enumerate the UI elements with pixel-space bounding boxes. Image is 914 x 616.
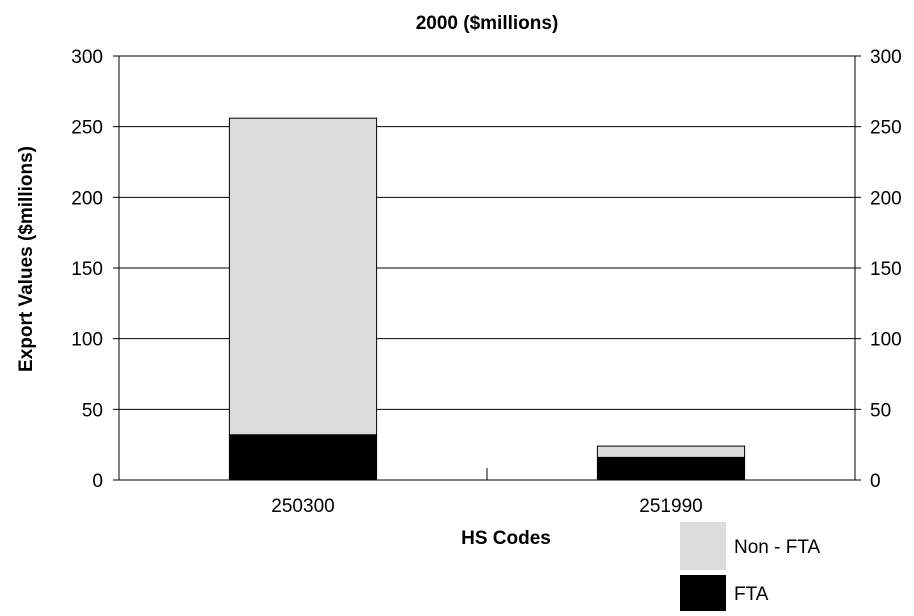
bar-fta-250300 — [228, 434, 378, 481]
legend-swatch-non-fta — [680, 522, 726, 570]
y-tick-label-right: 0 — [870, 471, 881, 492]
x-axis: 250300 251990 — [271, 468, 703, 517]
x-tick-label: 251990 — [639, 496, 702, 517]
y-tick-label-right: 150 — [870, 259, 902, 280]
y-tick-label: 300 — [71, 47, 103, 68]
y-tick-label-right: 250 — [870, 118, 902, 139]
y-axis-title: Export Values ($millions) — [16, 146, 37, 372]
x-axis-title: HS Codes — [461, 528, 551, 549]
bar-non-fta-251990 — [596, 445, 746, 458]
y-tick-label: 100 — [71, 330, 103, 351]
bars — [228, 117, 746, 481]
y-tick-label: 200 — [71, 188, 103, 209]
y-tick-label-right: 200 — [870, 188, 902, 209]
y-tick-label: 50 — [82, 400, 103, 421]
y-tick-label: 150 — [71, 259, 103, 280]
x-tick-label: 250300 — [271, 496, 334, 517]
y-tick-label: 0 — [92, 471, 103, 492]
bar-fta-251990 — [596, 456, 746, 481]
legend-label: FTA — [734, 584, 769, 605]
legend: Non - FTA FTA — [680, 522, 821, 611]
y-tick-label-right: 300 — [870, 47, 902, 68]
y-tick-label-right: 100 — [870, 330, 902, 351]
chart-title: 2000 ($millions) — [416, 13, 559, 34]
legend-label: Non - FTA — [734, 537, 821, 558]
bar-non-fta-250300 — [228, 117, 378, 436]
y-tick-label: 250 — [71, 118, 103, 139]
y-axis-right: 0 50 100 150 200 250 300 — [855, 47, 902, 492]
y-tick-label-right: 50 — [870, 400, 891, 421]
y-axis-left: 0 50 100 150 200 250 300 — [71, 47, 119, 492]
legend-swatch-fta — [680, 575, 726, 611]
